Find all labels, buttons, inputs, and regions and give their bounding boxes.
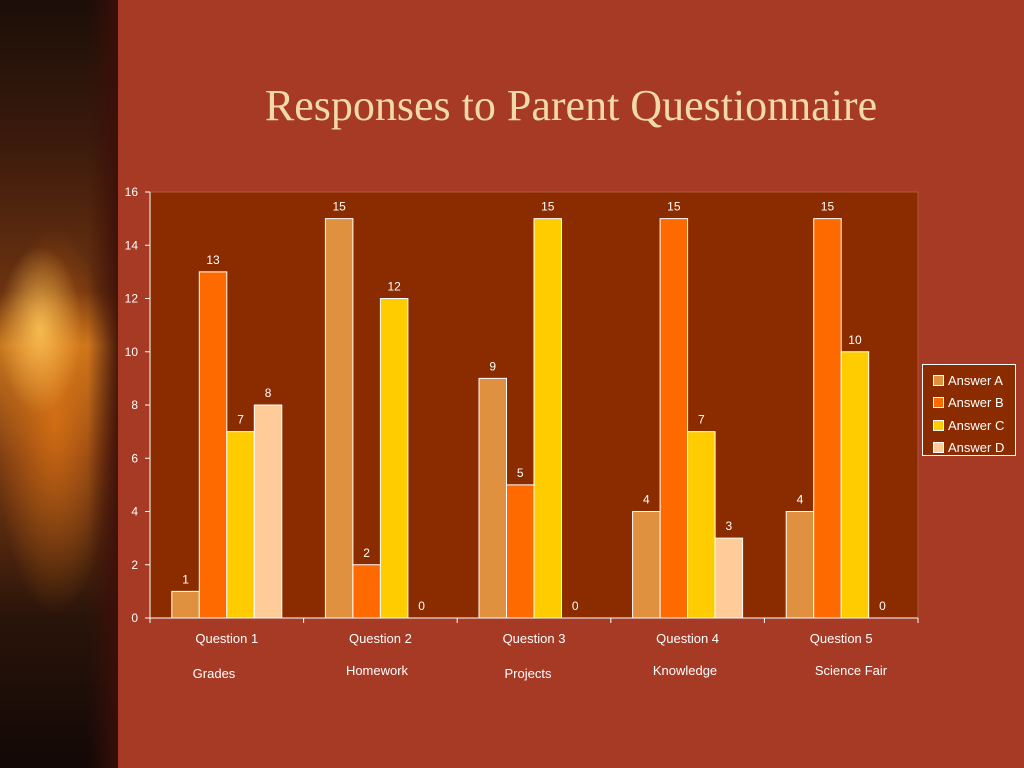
x-category-label: Question 1 (195, 631, 258, 646)
y-tick-label: 10 (125, 345, 139, 359)
bar-value-label: 12 (387, 280, 401, 294)
bar (687, 431, 716, 619)
x-category-subtitle: Homework (346, 663, 409, 678)
bar-value-label: 4 (643, 493, 650, 507)
legend-swatch (933, 374, 944, 386)
bar-value-label: 2 (363, 546, 370, 560)
x-category-label: Question 5 (810, 631, 873, 646)
legend-label: Answer A (948, 372, 1003, 388)
bar-value-label: 7 (698, 413, 705, 427)
legend-label: Answer B (948, 395, 1004, 411)
x-category-subtitle: Projects (505, 666, 552, 681)
x-category-label: Question 2 (349, 631, 412, 646)
bar-value-label: 13 (206, 253, 220, 267)
legend-swatch (933, 419, 944, 431)
legend-swatch (933, 397, 944, 409)
bar-value-label: 9 (489, 359, 496, 373)
bar (324, 218, 354, 619)
bar-value-label: 0 (879, 599, 886, 613)
bar (506, 484, 535, 619)
decorative-side-photo (0, 0, 118, 768)
bar (632, 511, 661, 619)
bar-value-label: 7 (237, 413, 244, 427)
y-tick-label: 6 (131, 451, 138, 465)
bar (352, 564, 381, 619)
chart-legend: Answer A Answer B Answer C Answer D (922, 364, 1016, 456)
bar (171, 590, 200, 619)
y-tick-label: 2 (131, 558, 138, 572)
bar-value-label: 1 (182, 572, 189, 586)
bar (813, 218, 842, 619)
legend-item: Answer C (933, 414, 1015, 437)
bar (533, 218, 562, 619)
legend-label: Answer D (948, 440, 1005, 456)
bar-value-label: 4 (797, 493, 804, 507)
bar-value-label: 15 (332, 200, 346, 214)
x-category-subtitle: Knowledge (653, 663, 717, 678)
bar (198, 271, 228, 619)
bar-value-label: 8 (265, 386, 272, 400)
bar-value-label: 0 (572, 599, 579, 613)
bar (785, 511, 815, 619)
y-tick-label: 4 (131, 505, 138, 519)
x-category-subtitle: Grades (193, 666, 236, 681)
bar-value-label: 3 (726, 519, 733, 533)
bar (478, 377, 507, 619)
bar (714, 537, 744, 619)
bar-value-label: 15 (541, 200, 555, 214)
bar (253, 404, 283, 619)
bar-value-label: 5 (517, 466, 524, 480)
x-category-label: Question 3 (503, 631, 566, 646)
y-tick-label: 0 (131, 611, 138, 625)
x-category-subtitle: Science Fair (815, 663, 888, 678)
bar-value-label: 10 (848, 333, 862, 347)
legend-swatch (933, 442, 944, 454)
bar-value-label: 15 (667, 200, 681, 214)
bar (226, 431, 255, 619)
slide-title: Responses to Parent Questionnaire (264, 81, 878, 130)
bar (379, 298, 409, 619)
bar-value-label: 0 (418, 599, 425, 613)
bar-value-label: 15 (821, 200, 835, 214)
legend-item: Answer A (933, 369, 1015, 392)
bar (659, 218, 689, 619)
y-tick-label: 8 (131, 398, 138, 412)
y-tick-label: 16 (125, 185, 139, 199)
bar (840, 351, 870, 619)
x-category-label: Question 4 (656, 631, 719, 646)
legend-item: Answer D (933, 437, 1015, 460)
legend-label: Answer C (948, 417, 1005, 433)
y-tick-label: 12 (125, 292, 139, 306)
legend-item: Answer B (933, 392, 1015, 415)
y-tick-label: 14 (125, 238, 139, 252)
